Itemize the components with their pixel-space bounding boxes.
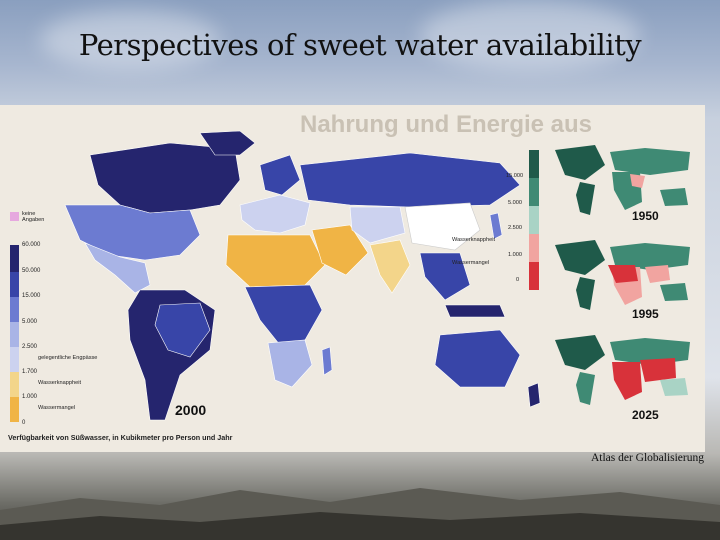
region-north-africa: [225, 234, 326, 288]
mini-scale-tick: 0: [516, 277, 520, 283]
cloud-decoration: [420, 0, 640, 70]
region-mexico: [84, 242, 151, 294]
map-figure: Nahrung und Energie aus: [0, 105, 705, 452]
legend-note-occasional: gelegentliche Engpässe: [38, 355, 98, 361]
legend-swatch-very-high: [10, 245, 19, 272]
world-map-2000: [64, 130, 541, 421]
region-india: [369, 239, 411, 294]
legend-note-scarcity: Wasserknappheit: [38, 380, 82, 386]
mini-map-year: 1950: [632, 209, 659, 223]
mini-map-1950: [555, 145, 690, 215]
legend-tick: 60.000: [22, 242, 41, 248]
legend-tick: 0: [22, 420, 26, 426]
legend-swatch-light: [10, 347, 19, 372]
legend-swatch-no-data: [10, 212, 19, 221]
legend-tick: 5.000: [22, 319, 38, 325]
mini-scale-mid: [529, 206, 539, 234]
background-headline: Nahrung und Energie aus: [300, 111, 593, 138]
region-central-asia: [349, 206, 406, 244]
region-southeast-asia: [419, 252, 471, 301]
mini-map-1995: [555, 240, 690, 310]
mini-scale-tick: 5.000: [508, 200, 522, 206]
mini-scale-bar: [529, 150, 539, 290]
legend-label-no-data: keine Angaben: [22, 211, 45, 223]
mini-note-shortage: Wassermangel: [452, 260, 490, 266]
map-year-main: 2000: [175, 402, 207, 418]
mini-map-year: 2025: [632, 408, 659, 422]
region-japan: [489, 212, 503, 240]
region-southern-africa: [267, 339, 313, 388]
legend-tick: 50.000: [22, 268, 41, 274]
mini-scale-tick: 15.000: [506, 173, 524, 179]
legend-tick: 15.000: [22, 293, 41, 299]
legend-swatch-medium: [10, 297, 19, 322]
region-china: [404, 202, 481, 251]
region-canada: [89, 142, 241, 214]
legend-swatch-shortage: [10, 397, 19, 422]
image-credit: Atlas der Globalisierung: [590, 452, 704, 464]
mini-scale-high: [529, 178, 539, 206]
legend-tick: 1.700: [22, 369, 38, 375]
region-middle-east: [311, 224, 369, 276]
mini-scale-tick: 2.500: [508, 225, 522, 231]
legend-tick: 1.000: [22, 394, 38, 400]
mini-map-year: 1995: [632, 307, 659, 321]
region-madagascar: [321, 346, 333, 376]
region-brazil: [154, 302, 211, 358]
mini-scale-very-high: [529, 150, 539, 178]
legend-tick: 2.500: [22, 344, 38, 350]
mini-scale-tick: 1.000: [508, 252, 522, 258]
mountain-decoration: [0, 488, 720, 540]
region-europe: [239, 194, 311, 234]
region-russia: [299, 152, 521, 208]
mini-scale-light-red: [529, 234, 539, 262]
legend-swatch-high: [10, 272, 19, 297]
cloud-decoration: [40, 10, 220, 70]
legend-swatch-scarcity: [10, 372, 19, 397]
region-greenland: [199, 130, 256, 156]
mini-map-2025: [555, 335, 690, 405]
mini-note-scarcity: Wasserknappheit: [452, 237, 496, 243]
legend-swatch-low-medium: [10, 322, 19, 347]
region-usa: [64, 204, 201, 261]
slide-title: Perspectives of sweet water availability: [78, 28, 642, 62]
region-central-africa: [244, 284, 323, 346]
region-new-zealand: [527, 382, 541, 408]
mini-scale-red: [529, 262, 539, 290]
region-indonesia: [444, 304, 506, 318]
region-australia: [434, 329, 521, 388]
legend-note-shortage: Wassermangel: [38, 405, 76, 411]
region-scandinavia: [259, 154, 301, 196]
map-axis-caption: Verfügbarkeit von Süßwasser, in Kubikmet…: [8, 433, 233, 442]
